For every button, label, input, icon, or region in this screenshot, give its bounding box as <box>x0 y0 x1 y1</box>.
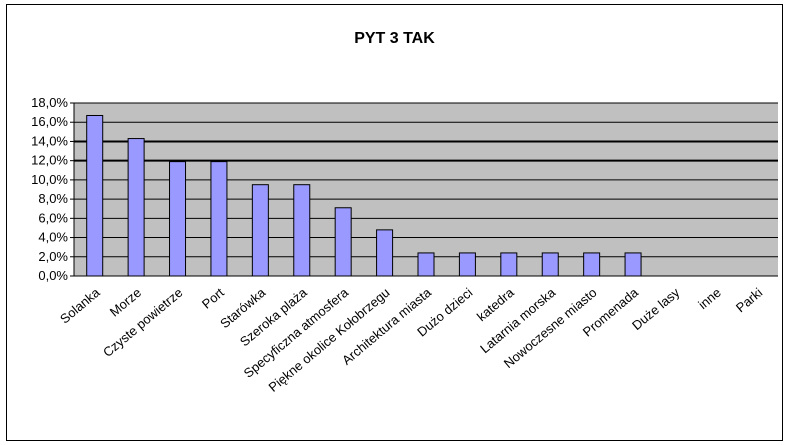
y-tick-label: 2,0% <box>38 249 68 264</box>
y-tick-label: 4,0% <box>38 230 68 245</box>
chart-title: PYT 3 TAK <box>354 30 435 47</box>
bar <box>458 252 476 277</box>
x-category-label: Solanka <box>57 284 103 326</box>
y-tick-label: 16,0% <box>31 114 68 129</box>
y-tick-label: 12,0% <box>31 153 68 168</box>
y-tick-label: 18,0% <box>31 95 68 110</box>
bar <box>583 252 601 277</box>
bar <box>127 138 145 277</box>
y-tick-label: 8,0% <box>38 191 68 206</box>
bar <box>251 184 269 277</box>
bar <box>500 252 518 277</box>
bar <box>376 229 394 277</box>
bar <box>334 207 352 277</box>
bar <box>624 252 642 277</box>
x-category-label: Morze <box>107 285 144 320</box>
bars <box>86 114 642 277</box>
x-category-label: inne <box>695 285 723 312</box>
bar <box>86 114 104 277</box>
y-tick-label: 0,0% <box>38 268 68 283</box>
x-category-label: Port <box>199 285 227 312</box>
y-axis-ticks: 0,0% 2,0% 4,0% 6,0% 8,0% 10,0% 12,0% 14,0% 16,0%… <box>31 95 74 283</box>
bar <box>417 252 435 277</box>
plot-area <box>74 103 778 276</box>
bar <box>541 252 559 277</box>
y-tick-label: 14,0% <box>31 133 68 148</box>
y-tick-label: 6,0% <box>38 210 68 225</box>
gridlines <box>74 102 778 277</box>
x-category-label: Parki <box>733 285 765 316</box>
bar <box>293 184 311 277</box>
bar <box>210 161 228 277</box>
y-tick-label: 10,0% <box>31 172 68 187</box>
bar <box>169 161 187 277</box>
